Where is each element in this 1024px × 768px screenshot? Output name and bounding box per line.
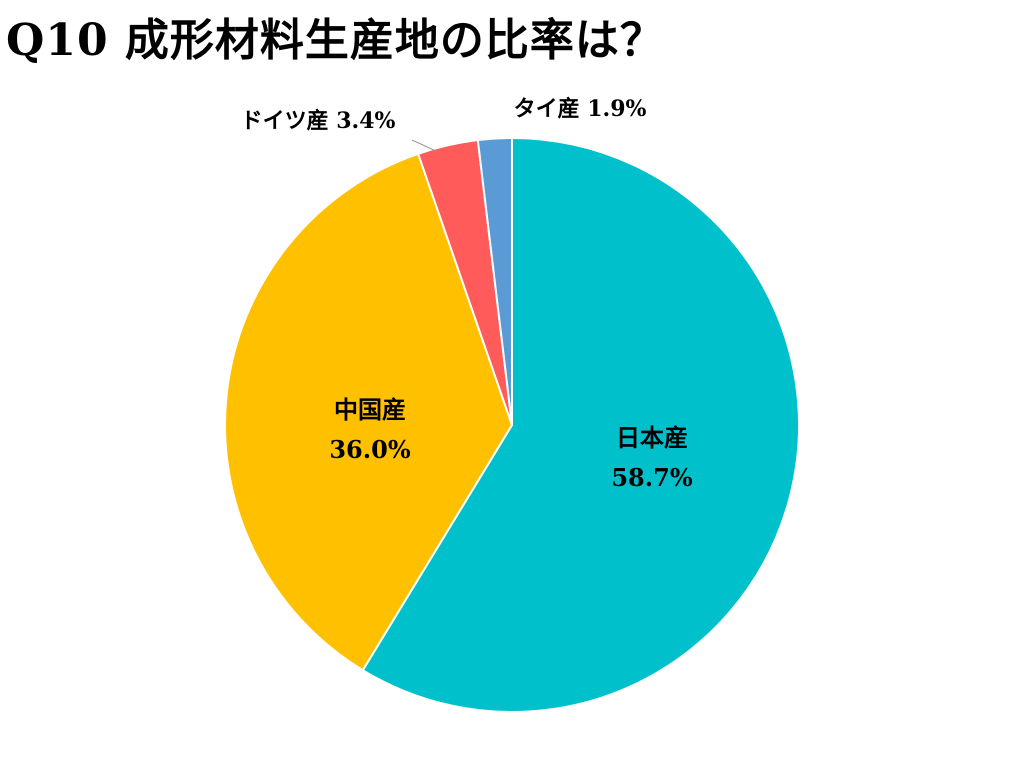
leader-line-2 (411, 139, 437, 152)
slice-label-value-1: 36.0% (329, 435, 410, 464)
page-title: Q10 成形材料生産地の比率は？ (6, 15, 665, 66)
pie-slice-0 (361, 136, 800, 713)
slice-label-value-0: 58.7% (611, 463, 692, 492)
pie-slice-1 (224, 152, 514, 672)
leader-lines (411, 139, 437, 152)
slice-label-2: ドイツ産 3.4% (241, 108, 396, 134)
slice-label-name-1: 中国産 (334, 395, 406, 424)
pie-slice-3 (476, 136, 513, 426)
pie-slices (224, 136, 800, 713)
slice-label-3: タイ産 1.9% (514, 96, 647, 122)
slice-label-name-0: 日本産 (616, 423, 688, 452)
slice-labels: 日本産 58.7% 中国産 36.0% ドイツ産 3.4% タイ産 1.9% (241, 96, 693, 492)
